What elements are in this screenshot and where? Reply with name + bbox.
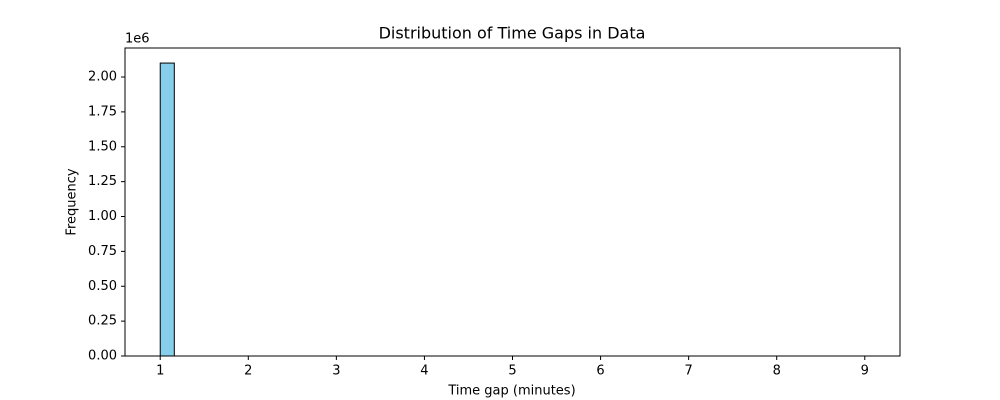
plot-frame — [124, 47, 901, 357]
y-axis-label: Frequency — [65, 168, 80, 235]
y-tick-label: 1.50 — [88, 139, 117, 154]
y-tick-label: 1.25 — [88, 174, 117, 189]
y-tick-label: 0.50 — [88, 279, 117, 294]
x-tick-label: 2 — [244, 364, 252, 379]
x-tick-label: 4 — [420, 364, 428, 379]
chart-title: Distribution of Time Gaps in Data — [379, 24, 646, 43]
y-tick-label: 0.25 — [88, 314, 117, 329]
bar — [159, 62, 175, 357]
x-tick-label: 9 — [861, 364, 869, 379]
y-tick-label: 1.75 — [88, 104, 117, 119]
y-tick-label: 0.00 — [88, 349, 117, 364]
x-axis-label: Time gap (minutes) — [447, 384, 575, 399]
y-tick-label: 2.00 — [88, 70, 117, 85]
x-tick-label: 3 — [332, 364, 340, 379]
y-tick-label: 0.75 — [88, 244, 117, 259]
x-tick-label: 7 — [684, 364, 692, 379]
x-tick-label: 8 — [773, 364, 781, 379]
x-tick-label: 5 — [508, 364, 516, 379]
x-tick-label: 6 — [596, 364, 604, 379]
y-tick-label: 1.00 — [88, 209, 117, 224]
x-tick-label: 1 — [156, 364, 164, 379]
y-offset-label: 1e6 — [125, 32, 150, 47]
